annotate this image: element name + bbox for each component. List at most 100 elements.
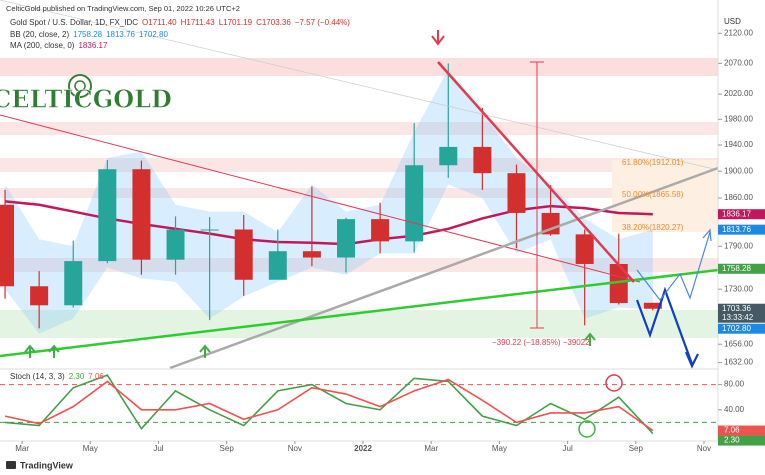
published: CelticGold published on TradingView.com,… — [6, 4, 240, 13]
candle-body — [473, 146, 492, 174]
stoch-panel — [0, 374, 718, 435]
y-tick-label: 1730.00 — [724, 284, 753, 293]
value-tag — [718, 435, 765, 446]
legend-item: H1711.43 — [181, 18, 216, 27]
legend-item: 2.30 — [69, 372, 85, 381]
candle-body — [439, 146, 458, 166]
x-tick-label: May — [83, 444, 98, 453]
candle-body — [507, 173, 526, 213]
candle-body — [575, 234, 594, 264]
bb-area — [5, 69, 653, 334]
fib-label: 50.00%(1865.58) — [622, 190, 684, 199]
price-tag-label: 1813.76 — [722, 225, 751, 234]
candle-body — [609, 263, 628, 304]
legend-item: C1703.36 — [256, 18, 291, 27]
fib-label: 61.80%(1912.01) — [622, 158, 684, 167]
legend-item: Gold Spot / U.S. Dollar, 1D, FX_IDC — [10, 18, 138, 27]
fib-label: 38.20%(1820.27) — [622, 223, 684, 232]
trendline — [0, 0, 719, 171]
price-tag — [718, 209, 765, 220]
price-tag-label: 1758.28 — [722, 264, 751, 273]
x-tick-label: Mar — [424, 444, 438, 453]
price-tag — [718, 224, 765, 235]
price-tag-label: 1836.17 — [722, 209, 751, 218]
x-tick-label: Jul — [153, 444, 163, 453]
legend-item: O1711.40 — [142, 18, 177, 27]
stoch-line — [4, 374, 654, 435]
price-tag — [718, 263, 765, 274]
value-tag-label: 2.30 — [724, 436, 740, 445]
zone — [0, 122, 718, 135]
candle-body — [30, 286, 49, 306]
drawings — [0, 0, 719, 438]
arrows-up — [24, 332, 596, 358]
price-tag — [718, 303, 765, 323]
candle-body — [337, 219, 355, 258]
price-tag-label: 1703.36 — [722, 304, 751, 313]
candle-body — [132, 169, 151, 260]
price-tag-label: 1702.80 — [722, 324, 751, 333]
legend-item: 7.06 — [88, 372, 104, 381]
countdown: 13:33:42 — [722, 313, 754, 322]
legend-item: L1701.19 — [219, 18, 253, 27]
legend-item: 1758.28 — [73, 30, 102, 39]
legend-line: Gold Spot / U.S. Dollar, 1D, FX_IDC O1711… — [10, 18, 350, 27]
circle-mark — [605, 374, 623, 392]
y-tick-label: 40.00 — [724, 405, 745, 414]
legend-item: 1836.17 — [78, 41, 107, 50]
legend-item: 1702.80 — [139, 30, 168, 39]
trendline — [169, 166, 719, 370]
x-tick-label: 2022 — [354, 444, 372, 453]
value-tag — [718, 425, 765, 436]
y-tick-label: 1860.00 — [724, 193, 753, 202]
footer-brand: TradingView — [20, 460, 74, 470]
y-tick-label: 1980.00 — [724, 114, 753, 123]
fib-box — [612, 160, 718, 232]
x-tick-label: May — [492, 444, 507, 453]
logo: CELTICGOLD — [0, 74, 172, 114]
candle-body — [371, 219, 390, 242]
x-tick-label: Jul — [563, 444, 573, 453]
trendline — [0, 268, 719, 358]
price-tag — [718, 323, 765, 334]
y-tick-label: 1632.00 — [724, 358, 753, 367]
y-tick-label: 1900.00 — [724, 166, 753, 175]
footer: TradingView — [6, 460, 74, 470]
arrow-head — [702, 228, 712, 242]
arrow-head — [684, 351, 699, 369]
candle-body — [64, 261, 83, 306]
legend-item: −7.57 (−0.44%) — [295, 18, 350, 27]
value-tag-label: 7.06 — [724, 426, 740, 435]
measure-label: −390.22 (−18.85%) −39022 — [492, 338, 590, 347]
x-tick-label: Nov — [288, 444, 302, 453]
circle-mark — [578, 420, 596, 438]
candle-body — [541, 212, 560, 235]
legend-item: 1813.76 — [106, 30, 135, 39]
price-axis — [718, 0, 765, 441]
y-tick-label: 2120.00 — [724, 28, 753, 37]
y-tick-label: 1656.00 — [724, 339, 753, 348]
zone — [0, 188, 718, 198]
candle-body — [166, 229, 185, 260]
candle-body — [268, 251, 287, 280]
y-tick-label: 1790.00 — [724, 241, 753, 250]
legend-item: MA (200, close, 0) — [10, 41, 75, 50]
y-tick-label: 2070.00 — [724, 58, 753, 67]
y-tick-label: 2020.00 — [724, 89, 753, 98]
forecast-path — [636, 231, 711, 301]
legend-item: BB (20, close, 2) — [10, 30, 69, 39]
x-tick-label: Sep — [629, 444, 644, 453]
axes: 2120.00 2070.00 2020.00 1980.00 1940.00 1900.… — [15, 28, 765, 453]
zones — [0, 58, 718, 338]
candle-body — [200, 229, 219, 231]
candle-body — [643, 302, 662, 309]
logo-text: CELTICGOLD — [0, 85, 172, 114]
y-tick-label: 1940.00 — [724, 140, 753, 149]
candle-body — [302, 251, 321, 258]
zone — [0, 258, 718, 272]
candle-body — [98, 169, 117, 262]
legend-line: Stoch (14, 3, 3) 2.30 7.06 — [10, 372, 104, 381]
x-tick-label: Mar — [15, 444, 29, 453]
price-panel — [0, 63, 662, 334]
